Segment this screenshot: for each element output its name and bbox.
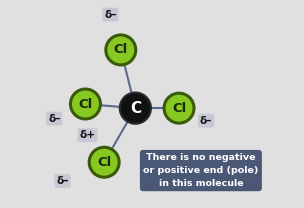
Text: δ–: δ– — [200, 116, 212, 126]
Circle shape — [120, 93, 151, 124]
Circle shape — [164, 93, 194, 123]
Circle shape — [106, 35, 136, 65]
Text: Cl: Cl — [78, 98, 92, 110]
Text: δ–: δ– — [48, 114, 60, 124]
Text: Cl: Cl — [114, 43, 128, 56]
Text: Cl: Cl — [97, 156, 111, 169]
Text: Cl: Cl — [172, 102, 186, 115]
Text: C: C — [130, 101, 141, 116]
Text: There is no negative
or positive end (pole)
in this molecule: There is no negative or positive end (po… — [143, 153, 259, 188]
Text: δ–: δ– — [56, 176, 69, 186]
Circle shape — [89, 147, 119, 177]
Circle shape — [71, 89, 100, 119]
Text: δ+: δ+ — [80, 130, 95, 140]
Text: δ–: δ– — [104, 10, 117, 20]
